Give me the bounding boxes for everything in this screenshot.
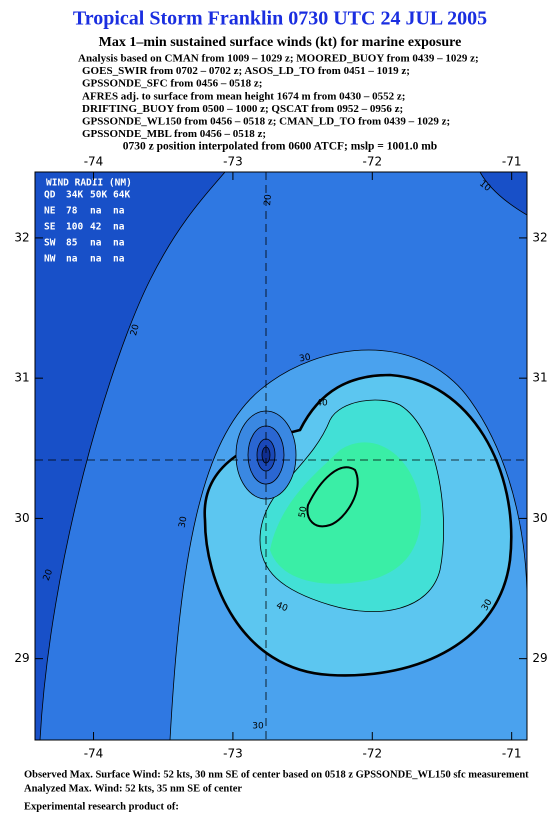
contour-label: 30: [299, 353, 312, 365]
y-tick-label: 29: [14, 651, 29, 665]
table-cell: na: [66, 254, 78, 265]
x-tick-label: -72: [362, 155, 382, 169]
table-title: WIND RADII (NM): [46, 178, 132, 189]
contour-label: 20: [263, 194, 274, 207]
table-cell: 42: [90, 222, 101, 233]
analysis-note: GPSSONDE_WL150 from 0456 – 0518 z; CMAN_…: [82, 116, 450, 128]
analysis-note: Analysis based on CMAN from 1009 – 1029 …: [78, 53, 479, 65]
contour-label: 50: [298, 505, 310, 518]
footer-line: Observed Max. Surface Wind: 52 kts, 30 n…: [24, 769, 529, 780]
x-tick-label: -73: [223, 155, 243, 169]
table-cell: na: [90, 254, 102, 265]
y-tick-label: 30: [532, 511, 547, 525]
table-cell: 100: [66, 222, 83, 233]
table-cell: na: [113, 238, 125, 249]
contour-label: 40: [316, 399, 328, 409]
analysis-note: DRIFTING_BUOY from 0500 – 1000 z; QSCAT …: [82, 103, 403, 115]
table-cell: 64K: [113, 190, 130, 201]
x-tick-label: -71: [502, 155, 522, 169]
y-tick-label: 31: [532, 371, 547, 385]
table-cell: SE: [44, 222, 56, 233]
table-cell: na: [113, 206, 125, 217]
subtitle: Max 1–min sustained surface winds (kt) f…: [99, 35, 462, 50]
analysis-note: AFRES adj. to surface from mean height 1…: [82, 90, 405, 102]
footer-line: Experimental research product of:: [24, 801, 179, 812]
y-tick-label: 30: [14, 511, 29, 525]
y-tick-label: 32: [532, 230, 547, 244]
table-cell: SW: [44, 238, 56, 249]
analysis-note: GPSSONDE_SFC from 0456 – 0518 z;: [82, 78, 262, 90]
contour-label: 20: [42, 568, 55, 582]
frame: [34, 171, 528, 741]
contour-label: 30: [178, 515, 190, 528]
y-tick-label: 32: [14, 230, 29, 244]
contour-label: 20: [129, 323, 142, 337]
analysis-note: GPSSONDE_MBL from 0456 – 0518 z;: [82, 128, 266, 140]
title: Tropical Storm Franklin 0730 UTC 24 JUL …: [73, 8, 487, 30]
table-cell: na: [113, 222, 125, 233]
analysis-note: GOES_SWIR from 0702 – 0702 z; ASOS_LD_TO…: [82, 65, 410, 77]
x-tick-label: -71: [502, 747, 522, 761]
contour-field: [35, 172, 527, 740]
contour-label: 30: [252, 722, 264, 732]
footer-line: Analyzed Max. Wind: 52 kts, 35 nm SE of …: [24, 783, 242, 794]
position-note: 0730 z position interpolated from 0600 A…: [123, 141, 437, 153]
table-cell: 78: [66, 206, 78, 217]
table-cell: na: [90, 238, 102, 249]
y-tick-label: 31: [14, 371, 29, 385]
x-tick-label: -74: [84, 747, 104, 761]
y-tick-label: 29: [532, 651, 547, 665]
table-cell: QD: [44, 190, 56, 201]
table-cell: 34K: [66, 190, 83, 201]
table-cell: NW: [44, 254, 56, 265]
x-tick-label: -73: [223, 747, 243, 761]
x-tick-label: -72: [362, 747, 382, 761]
contour-label: 40: [275, 601, 289, 614]
table-cell: 85: [66, 238, 78, 249]
table-cell: na: [113, 254, 125, 265]
x-tick-label: -74: [84, 155, 104, 169]
table-cell: na: [90, 206, 102, 217]
table-cell: NE: [44, 206, 56, 217]
table-cell: 50K: [90, 190, 107, 201]
